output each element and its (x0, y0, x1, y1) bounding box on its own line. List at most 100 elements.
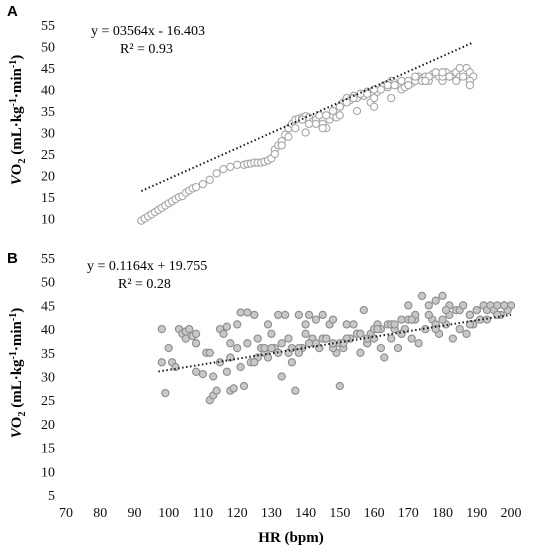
panel-b-data-point (441, 305, 451, 315)
panel-a-ylabel-sup2: -1 (8, 60, 19, 68)
panel-a-y-tick-label: 50 (41, 41, 55, 56)
panel-b-data-point (417, 291, 427, 301)
panel-a-ylabel-v: V (9, 173, 25, 185)
panel-b-data-point (465, 320, 475, 329)
panel-a-data-point (226, 162, 235, 172)
panel-b-data-point (219, 329, 228, 338)
panel-b-data-point (294, 348, 303, 357)
panel-a-data-point (219, 164, 228, 174)
panel-b-data-point (335, 381, 344, 391)
panel-a-data-point (404, 81, 413, 90)
panel-a-data-point (322, 111, 331, 120)
panel-b-data-point (212, 386, 221, 395)
panel-b-x-tick-label: 140 (295, 506, 316, 521)
panel-b-data-point (198, 369, 208, 379)
panel-a-data-point (369, 93, 379, 103)
panel-b-x-tick-label: 120 (227, 506, 248, 521)
panel-b-ylabel-v: V (9, 426, 25, 438)
panel-a-data-point (383, 81, 392, 90)
panel-b: B 5 10 15 20 25 30 35 40 45 50 55 70 80 90 100 110 120 1… (7, 250, 522, 546)
panel-b-data-point (267, 329, 276, 338)
panel-b-data-point (250, 358, 259, 367)
panel-b-data-point (277, 372, 286, 381)
panel-b-data-point (448, 334, 457, 343)
panel-a-ylabel-unit1: (mL·kg (9, 106, 25, 159)
panel-a-data-point (452, 76, 461, 86)
panel-b-x-tick-label: 150 (329, 506, 350, 521)
panel-b-x-tick-label: 190 (466, 506, 487, 521)
panel-a-data-point (284, 132, 293, 141)
panel-b-data-point (229, 384, 238, 393)
panel-b-data-point (493, 301, 502, 310)
panel-a-letter: A (7, 3, 18, 20)
panel-b-data-point (380, 353, 389, 362)
panel-b-data-point (390, 320, 399, 329)
panel-b-equation: y = 0.1164x + 19.755 (87, 259, 207, 274)
panel-b-data-point (356, 329, 365, 338)
panel-b-data-point (328, 315, 338, 324)
panel-b-data-point (277, 339, 286, 348)
panel-b-data-point (253, 334, 262, 343)
panel-b-data-point (438, 315, 447, 324)
panel-b-data-point (233, 320, 242, 329)
panel-b-data-point (458, 301, 468, 310)
panel-b-data-point (393, 343, 403, 353)
panel-b-data-point (191, 329, 201, 338)
panel-b-x-axis-label: HR (bpm) (258, 530, 323, 546)
panel-a-y-tick-label: 15 (41, 191, 55, 206)
panel-b-data-point (157, 324, 166, 334)
panel-b-data-point (349, 320, 358, 329)
panel-a-ylabel-o: O (9, 164, 25, 176)
panel-b-y-tick-label: 35 (41, 347, 55, 362)
panel-a-r-squared: R² = 0.93 (120, 42, 173, 57)
panel-a-data-point (465, 81, 475, 90)
panel-a: A 10 15 20 25 30 35 40 45 50 55 y = 03564x - 16.4… (7, 3, 478, 228)
panel-a-points (137, 63, 478, 225)
panel-a-y-tick-label: 10 (41, 213, 55, 228)
panel-b-data-point (373, 324, 382, 334)
panel-b-y-tick-label: 50 (41, 276, 55, 291)
panel-a-equation: y = 03564x - 16.403 (91, 24, 205, 39)
panel-b-data-point (185, 324, 194, 334)
panel-a-data-point (390, 81, 399, 90)
panel-a-data-point (411, 72, 420, 81)
panel-b-data-point (404, 301, 413, 310)
panel-b-data-point (431, 324, 440, 334)
panel-a-data-point (438, 68, 447, 77)
panel-b-y-tick-label: 45 (41, 299, 55, 314)
panel-b-data-point (226, 353, 235, 362)
panel-b-data-point (260, 343, 269, 353)
panel-b-ylabel-unit1: (mL·kg (9, 359, 25, 412)
panel-b-data-point (191, 367, 201, 376)
panel-b-ylabel-sup1: -1 (8, 351, 19, 359)
panel-b-data-point (209, 372, 218, 381)
panel-b-data-point (318, 310, 327, 320)
panel-b-data-point (304, 310, 314, 320)
panel-b-x-tick-label: 100 (158, 506, 179, 521)
panel-a-data-point (205, 175, 214, 184)
panel-b-data-point (287, 358, 297, 367)
panel-b-data-point (424, 310, 433, 320)
panel-b-data-point (171, 362, 180, 372)
panel-a-data-point (191, 182, 201, 192)
panel-b-data-point (239, 381, 249, 391)
panel-b-data-point (407, 315, 416, 324)
panel-a-data-point (445, 72, 454, 81)
panel-a-data-point (421, 76, 430, 86)
panel-b-letter: B (7, 250, 18, 267)
panel-b-ylabel-unit3: ) (9, 308, 25, 313)
panel-a-data-point (335, 102, 344, 111)
panel-b-data-point (322, 334, 331, 343)
panel-b-data-point (304, 339, 314, 348)
panel-b-x-tick-label: 180 (432, 506, 453, 521)
panel-a-data-point (304, 119, 314, 129)
panel-a-data-point (277, 141, 286, 150)
panel-b-y-tick-label: 30 (41, 371, 55, 386)
panel-b-data-point (222, 322, 232, 331)
panel-b-data-point (359, 305, 368, 315)
panel-b-data-point (500, 301, 509, 310)
panel-b-y-tick-label: 55 (41, 252, 55, 267)
panel-b-data-point (274, 310, 283, 320)
panel-b-data-point (291, 386, 300, 395)
